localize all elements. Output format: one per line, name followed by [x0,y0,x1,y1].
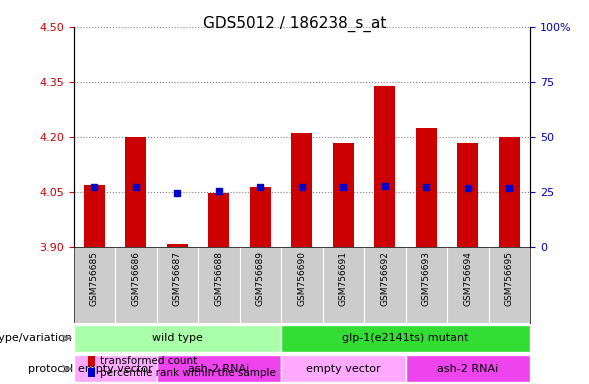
Bar [209,193,229,247]
FancyBboxPatch shape [406,355,530,382]
Text: GSM756687: GSM756687 [173,251,182,306]
Text: GSM756695: GSM756695 [505,251,514,306]
Text: glp-1(e2141ts) mutant: glp-1(e2141ts) mutant [342,333,469,343]
Text: empty vector: empty vector [78,364,153,374]
Bar [499,137,519,247]
FancyBboxPatch shape [281,355,406,382]
Bar [84,185,105,247]
Text: percentile rank within the sample: percentile rank within the sample [100,368,276,378]
Text: wild type: wild type [152,333,203,343]
Text: GSM756694: GSM756694 [464,251,472,306]
Text: GSM756692: GSM756692 [380,251,389,306]
Bar [292,133,312,247]
FancyBboxPatch shape [281,325,530,352]
Text: GSM756689: GSM756689 [256,251,265,306]
Text: GSM756685: GSM756685 [90,251,99,306]
FancyBboxPatch shape [157,355,281,382]
Text: GSM756688: GSM756688 [214,251,223,306]
FancyBboxPatch shape [74,355,157,382]
Text: GSM756686: GSM756686 [131,251,140,306]
Text: empty vector: empty vector [306,364,380,374]
FancyBboxPatch shape [74,325,281,352]
Bar [416,128,436,247]
Bar [458,142,478,247]
Bar [375,86,395,247]
Text: protocol: protocol [28,364,73,374]
Text: transformed count: transformed count [100,356,197,366]
Text: genotype/variation: genotype/variation [0,333,73,343]
Bar [167,243,188,247]
Bar [125,137,146,247]
Text: GSM756690: GSM756690 [297,251,306,306]
Text: GDS5012 / 186238_s_at: GDS5012 / 186238_s_at [203,15,386,31]
Text: ash-2 RNAi: ash-2 RNAi [437,364,498,374]
Text: GSM756693: GSM756693 [422,251,431,306]
Text: GSM756691: GSM756691 [339,251,348,306]
Bar [250,187,271,247]
Bar [333,142,354,247]
Text: ash-2 RNAi: ash-2 RNAi [188,364,250,374]
